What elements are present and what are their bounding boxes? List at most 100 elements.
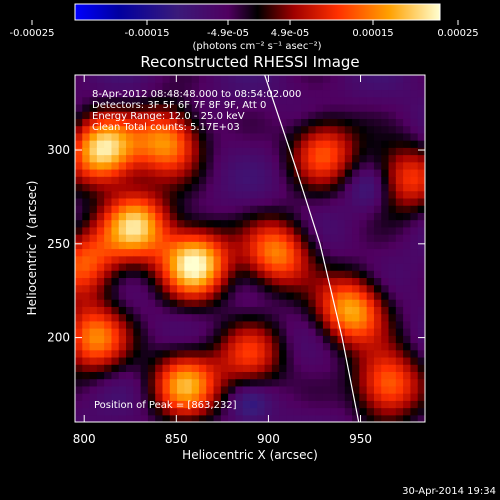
image-pixel xyxy=(191,241,200,250)
image-pixel xyxy=(271,313,280,322)
image-pixel xyxy=(206,364,215,372)
image-pixel xyxy=(359,320,368,329)
image-pixel xyxy=(286,161,295,170)
image-pixel xyxy=(417,75,425,83)
image-pixel xyxy=(373,400,382,409)
image-pixel xyxy=(155,140,164,148)
image-pixel xyxy=(293,291,302,300)
image-pixel xyxy=(75,255,83,264)
image-pixel xyxy=(235,284,244,293)
image-pixel xyxy=(264,342,273,351)
image-pixel xyxy=(373,255,382,264)
image-pixel xyxy=(82,291,91,300)
image-pixel xyxy=(155,306,164,315)
image-pixel xyxy=(82,140,91,148)
image-pixel xyxy=(118,248,127,257)
image-pixel xyxy=(395,371,404,380)
image-pixel xyxy=(410,364,419,372)
image-pixel xyxy=(381,270,390,279)
image-pixel xyxy=(315,140,324,148)
image-pixel xyxy=(169,190,178,199)
image-pixel xyxy=(264,378,273,387)
image-pixel xyxy=(322,140,331,148)
image-pixel xyxy=(206,226,215,235)
image-pixel xyxy=(264,299,273,307)
image-pixel xyxy=(228,270,237,279)
image-pixel xyxy=(388,335,397,344)
image-pixel xyxy=(344,118,353,127)
image-pixel xyxy=(96,364,105,372)
image-pixel xyxy=(75,299,83,307)
image-pixel xyxy=(140,111,149,119)
image-pixel xyxy=(184,400,193,409)
image-pixel xyxy=(315,96,324,105)
image-pixel xyxy=(308,96,317,105)
image-pixel xyxy=(206,234,215,242)
image-pixel xyxy=(82,226,91,235)
image-pixel xyxy=(220,176,229,185)
image-pixel xyxy=(228,161,237,170)
image-pixel xyxy=(264,161,273,170)
image-pixel xyxy=(286,82,295,91)
image-pixel xyxy=(286,118,295,127)
image-pixel xyxy=(198,234,207,242)
image-pixel xyxy=(111,255,120,264)
image-pixel xyxy=(264,407,273,416)
image-pixel xyxy=(330,103,339,112)
image-pixel xyxy=(133,414,142,422)
image-pixel xyxy=(191,349,200,358)
image-pixel xyxy=(82,96,91,105)
image-pixel xyxy=(206,248,215,257)
image-pixel xyxy=(235,306,244,315)
image-pixel xyxy=(359,125,368,134)
image-pixel xyxy=(417,328,425,336)
image-pixel xyxy=(279,356,288,365)
image-pixel xyxy=(242,234,251,242)
image-pixel xyxy=(235,118,244,127)
image-pixel xyxy=(271,212,280,221)
image-pixel xyxy=(96,320,105,329)
image-pixel xyxy=(133,197,142,206)
image-pixel xyxy=(89,284,98,293)
image-pixel xyxy=(395,407,404,416)
image-pixel xyxy=(359,306,368,315)
y-axis-label: Heliocentric Y (arcsec) xyxy=(25,181,39,316)
image-pixel xyxy=(381,364,390,372)
image-pixel xyxy=(169,313,178,322)
image-pixel xyxy=(388,161,397,170)
image-pixel xyxy=(75,400,83,409)
image-pixel xyxy=(279,241,288,250)
image-pixel xyxy=(198,132,207,141)
image-pixel xyxy=(213,414,222,422)
image-pixel xyxy=(279,168,288,177)
image-pixel xyxy=(373,89,382,98)
image-pixel xyxy=(177,111,185,119)
image-pixel xyxy=(184,371,193,380)
image-pixel xyxy=(235,147,244,156)
image-pixel xyxy=(417,414,425,422)
image-pixel xyxy=(381,385,390,394)
image-pixel xyxy=(344,132,353,141)
image-pixel xyxy=(155,205,164,213)
image-pixel xyxy=(381,103,390,112)
image-pixel xyxy=(322,241,331,250)
image-pixel xyxy=(140,248,149,257)
image-pixel xyxy=(242,82,251,91)
image-pixel xyxy=(147,147,156,156)
image-pixel xyxy=(235,393,244,401)
image-pixel xyxy=(82,183,91,192)
image-pixel xyxy=(257,400,266,409)
image-pixel xyxy=(235,226,244,235)
image-pixel xyxy=(184,96,193,105)
image-pixel xyxy=(162,284,171,293)
image-pixel xyxy=(89,168,98,177)
image-pixel xyxy=(147,262,156,271)
image-pixel xyxy=(410,407,419,416)
image-pixel xyxy=(82,176,91,185)
image-pixel xyxy=(169,328,178,336)
image-pixel xyxy=(381,393,390,401)
image-pixel xyxy=(118,284,127,293)
image-pixel xyxy=(410,219,419,228)
image-pixel xyxy=(177,161,185,170)
image-pixel xyxy=(184,248,193,257)
